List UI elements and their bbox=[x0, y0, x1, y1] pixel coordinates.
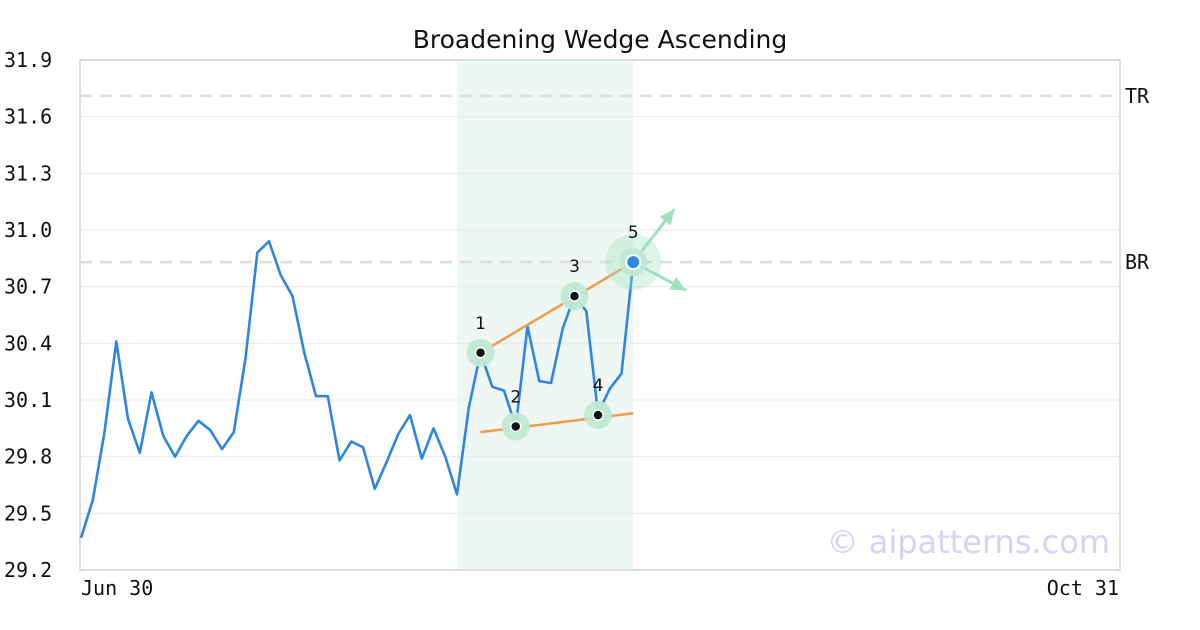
y-tick-label: 31.0 bbox=[4, 218, 52, 242]
x-tick-label: Oct 31 bbox=[1047, 576, 1119, 600]
trendline bbox=[479, 261, 634, 354]
y-axis: 31.9 31.6 31.3 31.0 30.7 30.4 30.1 29.8 29.5 29.2 bbox=[4, 48, 52, 582]
chart-title: Broadening Wedge Ascending bbox=[413, 25, 788, 54]
x-axis: Jun 30 Oct 31 bbox=[81, 576, 1119, 600]
reference-lines: TR BR bbox=[80, 84, 1150, 274]
plot-frame bbox=[79, 59, 1121, 571]
price-line bbox=[79, 240, 635, 539]
reference-line-label: BR bbox=[1125, 250, 1150, 274]
y-tick-label: 30.4 bbox=[4, 331, 52, 355]
breakout-arrow-head bbox=[659, 209, 675, 226]
pattern-point-label: 2 bbox=[510, 387, 521, 407]
x-tick-label: Jun 30 bbox=[81, 576, 153, 600]
pattern-point-label: 3 bbox=[569, 257, 580, 277]
pattern-points: 1 2 3 4 5 bbox=[466, 223, 648, 441]
y-tick-label: 30.1 bbox=[4, 388, 52, 412]
pattern-point bbox=[510, 420, 522, 433]
pattern-point-label: 1 bbox=[475, 314, 486, 334]
y-tick-label: 29.5 bbox=[4, 501, 52, 525]
y-tick-label: 30.7 bbox=[4, 275, 52, 299]
pattern-point-label: 4 bbox=[593, 376, 604, 396]
pattern-point-label: 5 bbox=[628, 223, 639, 243]
pattern-point bbox=[474, 347, 487, 359]
y-tick-label: 31.6 bbox=[4, 105, 52, 129]
y-tick-label: 31.9 bbox=[4, 48, 52, 72]
pattern-point bbox=[592, 409, 604, 421]
pattern-point bbox=[568, 290, 581, 302]
y-tick-label: 31.3 bbox=[4, 161, 52, 185]
reference-line-label: TR bbox=[1125, 84, 1150, 108]
pattern-point bbox=[625, 254, 642, 271]
watermark: © aipatterns.com bbox=[827, 523, 1110, 561]
y-tick-label: 29.8 bbox=[4, 445, 52, 469]
breakout-arrow-head bbox=[669, 277, 687, 291]
price-series bbox=[79, 240, 635, 539]
y-tick-label: 29.2 bbox=[4, 558, 52, 582]
